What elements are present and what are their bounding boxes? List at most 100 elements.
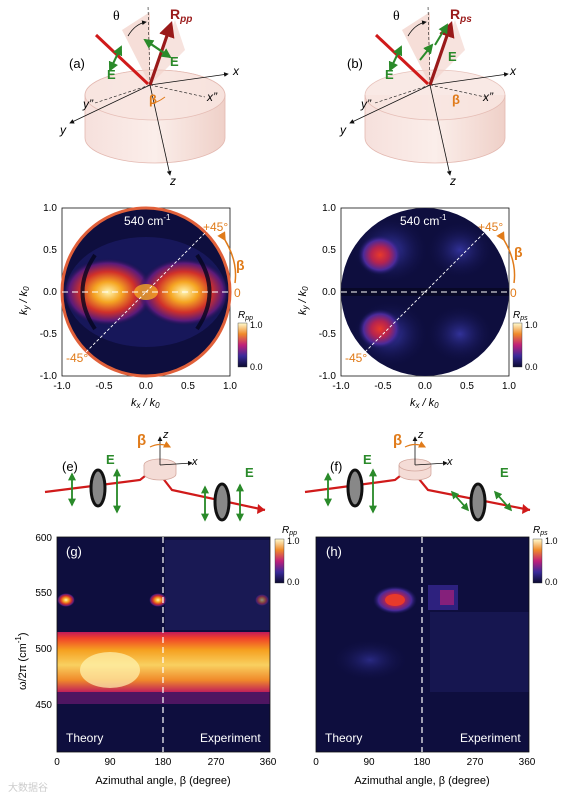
x-tick: 270 bbox=[467, 757, 484, 768]
colorbar bbox=[237, 322, 248, 368]
y-tick: 1.0 bbox=[43, 203, 57, 214]
colorbar-title: Rps bbox=[513, 310, 528, 322]
angle-minus45-label: -45° bbox=[345, 351, 367, 365]
beta-zero-label: 0 bbox=[510, 286, 517, 300]
x-tick: 0.0 bbox=[139, 381, 153, 392]
y-tick: -0.5 bbox=[319, 329, 337, 340]
y-tick: 0.0 bbox=[43, 287, 57, 298]
e-field-label: E bbox=[385, 67, 394, 82]
y-tick: 1.0 bbox=[322, 203, 336, 214]
y-tick-labels: 1.0 0.5 0.0 -0.5 -1.0 bbox=[319, 203, 337, 382]
e-field-label: E bbox=[500, 465, 509, 480]
y-tick-labels: 1.0 0.5 0.0 -0.5 -1.0 bbox=[40, 203, 58, 382]
polarizer-icon bbox=[469, 482, 487, 522]
e-field-label: E bbox=[363, 452, 372, 467]
e-field-arrows bbox=[68, 468, 244, 522]
beta-symbol: β bbox=[452, 92, 460, 107]
y-tick-labels: 600 550 500 450 bbox=[35, 533, 52, 711]
panel-d-label: (d) bbox=[351, 207, 367, 222]
x-tick-labels: -1.0 -0.5 0.0 0.5 1.0 bbox=[53, 381, 237, 392]
panel-e: (e) β z x E E bbox=[44, 429, 266, 522]
x-tick: -0.5 bbox=[95, 381, 113, 392]
y-tick: -1.0 bbox=[40, 371, 58, 382]
x-tick-labels: 0 90 180 270 360 bbox=[54, 757, 277, 768]
colorbar-min: 0.0 bbox=[545, 577, 558, 587]
x-tick-labels: -1.0 -0.5 0.0 0.5 1.0 bbox=[332, 381, 516, 392]
panel-c-label: (c) bbox=[72, 214, 87, 229]
colorbar-min: 0.0 bbox=[287, 577, 300, 587]
y-axis-label: y bbox=[59, 123, 67, 137]
frequency-label: 540 cm-1 bbox=[400, 213, 447, 228]
reflectance-label: Rpp bbox=[170, 6, 192, 25]
beta-symbol: β bbox=[514, 244, 523, 260]
angle-plus45-label: +45° bbox=[478, 220, 503, 234]
e-field-label: E bbox=[107, 67, 116, 82]
y-tick: 600 bbox=[35, 533, 52, 544]
x-tick: -0.5 bbox=[374, 381, 392, 392]
x-tick: 360 bbox=[260, 757, 277, 768]
z-axis-label: z bbox=[417, 429, 424, 441]
theory-label: Theory bbox=[66, 731, 103, 745]
e-field-arrows bbox=[324, 468, 513, 514]
panel-f: (f) β z x E E bbox=[304, 429, 531, 522]
reflectance-label: Rps bbox=[450, 6, 472, 25]
polarizer-icon bbox=[213, 482, 231, 522]
colorbar-min: 0.0 bbox=[250, 362, 263, 372]
colorbar-max: 1.0 bbox=[287, 536, 300, 546]
panel-b: (b) θ Rps E E β x x” y” y z bbox=[339, 4, 517, 188]
x-tick-labels: 0 90 180 270 360 bbox=[313, 757, 536, 768]
x-axis-label: x bbox=[509, 64, 517, 78]
y-tick: 0.0 bbox=[322, 287, 336, 298]
colorbar bbox=[274, 538, 285, 584]
angle-plus45-label: +45° bbox=[203, 220, 228, 234]
colorbar bbox=[512, 322, 523, 368]
e-field-label: E bbox=[106, 452, 115, 467]
panel-f-label: (f) bbox=[330, 459, 342, 474]
y-tick: -1.0 bbox=[319, 371, 337, 382]
panel-d: 540 cm-1 +45° -45° β 0 (d) Rps 1.0 0.0 -… bbox=[297, 203, 538, 410]
experiment-label: Experiment bbox=[460, 731, 521, 745]
colorbar-title: Rpp bbox=[238, 310, 253, 322]
beta-symbol: β bbox=[137, 432, 146, 449]
beta-symbol: β bbox=[236, 257, 245, 273]
colorbar bbox=[532, 538, 543, 584]
reflected-beam-arrow bbox=[148, 20, 175, 86]
theory-label: Theory bbox=[325, 731, 362, 745]
watermark: 大数据谷 bbox=[8, 781, 48, 794]
y-axis-title: ky / k0 bbox=[297, 286, 310, 315]
colorbar-max: 1.0 bbox=[545, 536, 558, 546]
beta-symbol: β bbox=[149, 92, 157, 107]
x-tick: 1.0 bbox=[223, 381, 237, 392]
x-tick: 0 bbox=[54, 757, 60, 768]
frequency-label: 540 cm-1 bbox=[124, 213, 171, 228]
panel-h: (h) Theory Experiment Rps 1.0 0.0 0 90 1… bbox=[313, 525, 557, 787]
x-axis-title: kx / k0 bbox=[410, 397, 439, 410]
x-tick: 0.5 bbox=[460, 381, 474, 392]
beta-zero-label: 0 bbox=[234, 286, 241, 300]
panel-h-label: (h) bbox=[326, 544, 342, 559]
z-axis-label: z bbox=[449, 174, 456, 188]
e-field-label: E bbox=[170, 54, 179, 69]
y-axis-label: y bbox=[339, 123, 347, 137]
y-tick: 0.5 bbox=[322, 245, 336, 256]
x-axis-label: x bbox=[232, 64, 240, 78]
experiment-label: Experiment bbox=[200, 731, 261, 745]
angle-minus45-label: -45° bbox=[66, 351, 88, 365]
z-axis-label: z bbox=[162, 429, 169, 441]
x-tick: 90 bbox=[104, 757, 116, 768]
panel-g-label: (g) bbox=[66, 544, 82, 559]
x-axis-label: x bbox=[191, 456, 198, 468]
x-tick: 180 bbox=[414, 757, 431, 768]
x-prime-label: x” bbox=[482, 90, 494, 104]
y-tick: 0.5 bbox=[43, 245, 57, 256]
x-tick: 0.0 bbox=[418, 381, 432, 392]
x-axis-title: Azimuthal angle, β (degree) bbox=[95, 775, 230, 787]
x-tick: 0 bbox=[313, 757, 319, 768]
y-prime-label: y” bbox=[82, 97, 94, 111]
theta-symbol: θ bbox=[113, 9, 120, 24]
e-field-label: E bbox=[245, 465, 254, 480]
panel-e-label: (e) bbox=[62, 459, 78, 474]
colorbar-title: Rpp bbox=[282, 525, 297, 537]
x-prime-label: x” bbox=[206, 90, 218, 104]
